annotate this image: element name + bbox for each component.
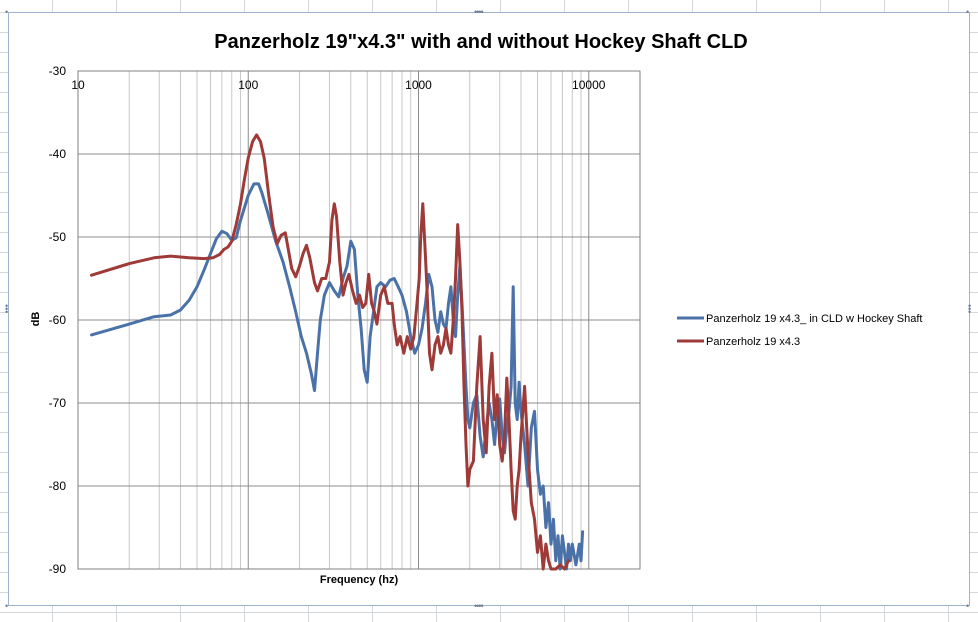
series-line-2 [90,133,570,571]
resize-handle-corner-bl[interactable]: • [5,601,8,611]
resize-handle-bottom[interactable]: •••• [474,601,484,611]
x-axis-label: Frequency (hz) [320,574,399,586]
resize-handle-top[interactable]: •••• [474,7,484,17]
resize-handle-left[interactable]: • • • [5,301,8,317]
legend[interactable]: Panzerholz 19 x4.3_ in CLD w Hockey Shaf… [677,313,922,348]
x-tick-label: 10 [71,78,85,92]
plot-border [77,70,641,570]
resize-handle-corner-tr[interactable]: • [966,7,969,17]
y-tick-label: -70 [49,396,67,410]
chart-title: Panzerholz 19"x4.3" with and without Hoc… [214,31,748,53]
resize-handle-corner-br[interactable]: • [966,601,969,611]
legend-label-1: Panzerholz 19 x4.3_ in CLD w Hockey Shaf… [706,313,922,325]
legend-label-2: Panzerholz 19 x4.3 [706,336,800,348]
y-tick-label: -40 [49,147,67,161]
y-tick-label: -50 [49,230,67,244]
resize-handle-corner-tl[interactable]: • [5,7,8,17]
y-tick-label: -80 [49,479,67,493]
y-axis-label: dB [30,312,42,327]
y-tick-label: -30 [49,64,67,78]
x-tick-label: 100 [238,78,258,92]
x-tick-label: 1000 [405,78,432,92]
y-tick-label: -60 [49,313,67,327]
y-tick-label: -90 [49,562,67,576]
series-group [90,133,585,571]
x-tick-label: 10000 [572,78,606,92]
chart-area[interactable]: Panzerholz 19"x4.3" with and without Hoc… [5,8,971,611]
y-axis-ticks: -30 -40 -50 -60 -70 -80 -90 [49,64,67,576]
resize-handle-right[interactable]: • • • [968,301,971,317]
chart: Panzerholz 19"x4.3" with and without Hoc… [30,31,922,586]
x-axis-ticks: 10 100 1000 10000 [71,78,605,92]
